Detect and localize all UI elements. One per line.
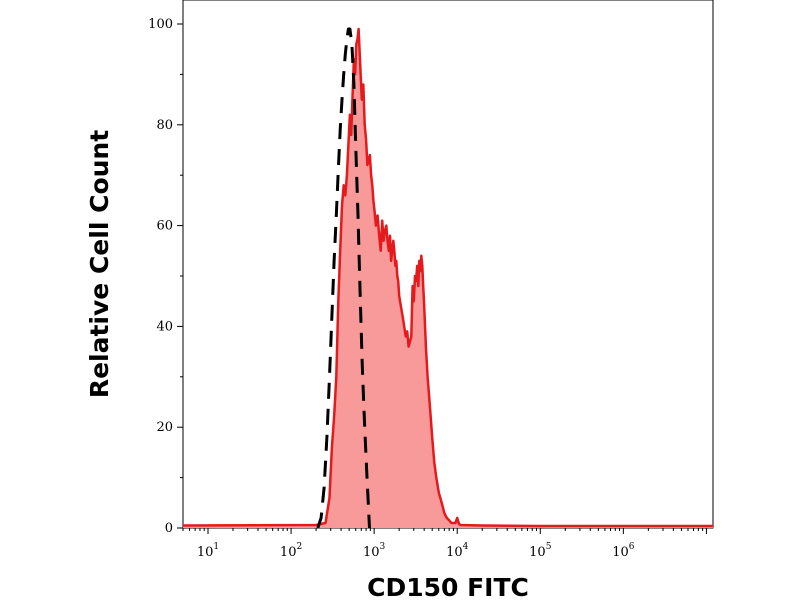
x-axis-title: CD150 FITC <box>367 573 529 600</box>
sample-histogram-line <box>182 27 713 528</box>
x-tick-labels: 101 102 103 104 105 106 <box>197 542 635 560</box>
x-tick-label: 105 <box>529 542 552 560</box>
sample-histogram-fill <box>183 29 713 528</box>
y-tick-label: 0 <box>165 521 173 536</box>
y-tick-label: 100 <box>148 17 173 32</box>
y-tick-label: 80 <box>156 118 173 133</box>
series-layer <box>182 27 713 529</box>
y-tick-label: 60 <box>156 219 173 234</box>
y-tick-labels: 0 20 40 60 80 100 <box>148 17 173 536</box>
y-tick-label: 20 <box>156 420 173 435</box>
x-tick-label: 101 <box>197 542 219 560</box>
y-tick-label: 40 <box>156 319 173 334</box>
y-axis-title: Relative Cell Count <box>85 130 114 398</box>
axis-ticks <box>177 23 707 534</box>
control-histogram-line <box>316 27 371 529</box>
plot-frame <box>182 0 714 529</box>
x-tick-label: 103 <box>363 542 386 560</box>
x-tick-label: 106 <box>612 542 635 560</box>
x-tick-label: 104 <box>446 542 469 560</box>
x-tick-label: 102 <box>280 542 302 560</box>
